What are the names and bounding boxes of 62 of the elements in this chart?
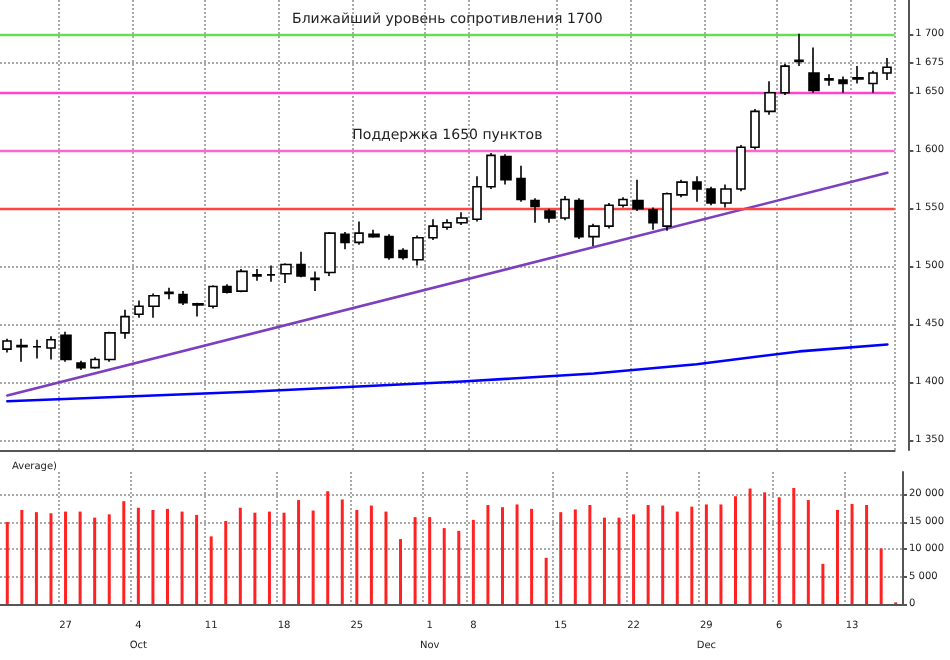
candlestick [296, 250, 306, 278]
candlestick [120, 308, 130, 340]
candlestick [76, 359, 86, 371]
candlestick [310, 270, 320, 292]
candlestick [60, 330, 72, 363]
candlestick [588, 223, 600, 247]
candlestick [384, 233, 394, 261]
candlestick [164, 286, 174, 301]
candlestick [750, 108, 760, 151]
candlestick [192, 301, 204, 318]
candlestick [222, 283, 232, 295]
candlestick [676, 178, 688, 198]
candlestick [692, 175, 702, 203]
candlestick [324, 231, 336, 277]
candlestick [2, 337, 12, 354]
candlestick [706, 185, 716, 207]
candlestick [16, 337, 28, 363]
candlestick [720, 183, 732, 209]
candlestick [252, 268, 262, 282]
candlestick [236, 268, 248, 294]
candlestick [442, 218, 452, 231]
candlestick [764, 80, 776, 116]
candlestick [824, 73, 834, 87]
candlestick [838, 75, 848, 94]
candlestick [104, 330, 116, 363]
candlestick [574, 197, 584, 240]
candlestick [412, 234, 424, 267]
candlestick [648, 206, 658, 231]
candlestick [428, 218, 438, 241]
candlestick [544, 207, 556, 224]
candlestick [486, 152, 496, 190]
candlestick [354, 220, 364, 246]
candlestick [208, 284, 218, 310]
candlestick [472, 175, 482, 223]
candlestick [794, 32, 804, 67]
candlestick [456, 211, 468, 226]
candlestick [868, 69, 878, 94]
candlestick [604, 202, 614, 230]
candlestick [808, 46, 820, 94]
candlestick [500, 153, 512, 186]
candlestick [178, 290, 188, 306]
candlestick [46, 335, 56, 361]
candlestick [662, 191, 672, 232]
candlestick [398, 247, 408, 261]
candlestick [32, 339, 42, 360]
candlestick [882, 57, 892, 81]
candlestick [632, 178, 644, 212]
candlestick [618, 196, 628, 209]
line-series [6, 343, 889, 403]
candlestick [780, 62, 790, 96]
candlestick [90, 356, 100, 370]
candlestick [340, 231, 350, 251]
candlestick [280, 262, 292, 284]
candlestick [736, 144, 746, 193]
candlestick [516, 165, 526, 203]
candlestick [530, 197, 540, 224]
candlestick [148, 292, 160, 319]
candlestick [266, 264, 276, 283]
candlestick [368, 228, 380, 239]
candlestick [852, 65, 864, 85]
candlestick [134, 299, 144, 319]
candlestick [560, 195, 570, 222]
